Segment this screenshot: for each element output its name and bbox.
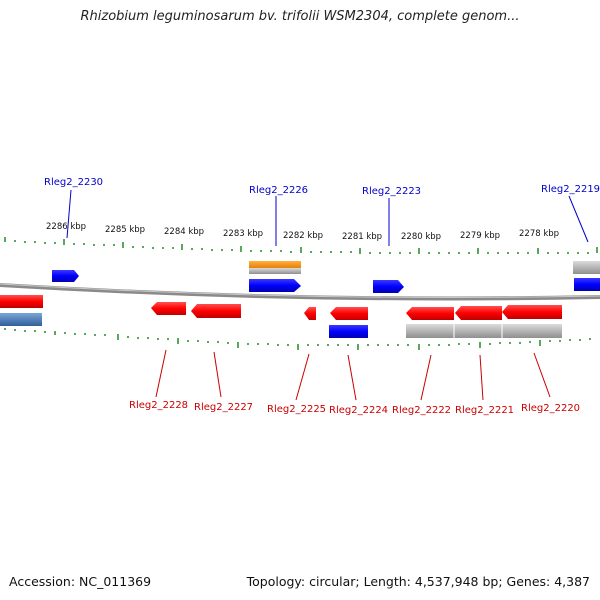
scale-label: 2285 kbp xyxy=(105,225,145,235)
gene-label-top[interactable]: Rleg2_2230 xyxy=(44,177,103,188)
scale-label: 2281 kbp xyxy=(342,232,382,242)
gene-label-bottom[interactable]: Rleg2_2220 xyxy=(521,403,580,414)
rna-gene-orange[interactable] xyxy=(249,261,301,269)
gene-rleg2-2228-reverse[interactable] xyxy=(151,302,186,315)
scale-label: 2283 kbp xyxy=(223,229,263,239)
tick-track-top xyxy=(4,237,598,254)
gene-label-bottom[interactable]: Rleg2_2227 xyxy=(194,402,253,413)
gene-rleg2-2224-reverse[interactable] xyxy=(330,307,368,320)
gene-label-bottom[interactable]: Rleg2_2221 xyxy=(455,405,514,416)
gene-label-bottom[interactable]: Rleg2_2225 xyxy=(267,404,326,415)
pseudo-gene-bottom[interactable] xyxy=(406,324,562,338)
gene-label-bottom[interactable]: Rleg2_2222 xyxy=(392,405,451,416)
gene-rleg2-2230-forward[interactable] xyxy=(52,270,79,282)
scale-label: 2286 kbp xyxy=(46,222,86,232)
leader-lines-bottom xyxy=(155,349,551,401)
scale-label: 2278 kbp xyxy=(519,229,559,239)
gene-rleg2-2221-reverse[interactable] xyxy=(455,306,502,320)
scale-label: 2280 kbp xyxy=(401,232,441,242)
gene-label-bottom[interactable]: Rleg2_2228 xyxy=(129,400,188,411)
gene-forward-bottom[interactable] xyxy=(329,325,368,338)
gene-reverse-left-edge[interactable] xyxy=(0,295,43,308)
gene-label-top[interactable]: Rleg2_2219 xyxy=(541,184,600,195)
leader-lines-top xyxy=(66,189,589,246)
pseudo-gene-top-a[interactable] xyxy=(249,268,301,274)
genome-summary-text: Topology: circular; Length: 4,537,948 bp… xyxy=(246,574,590,589)
scale-labels: 2286 kbp 2285 kbp 2284 kbp 2283 kbp 2282… xyxy=(46,222,559,242)
gene-rleg2-2223-forward[interactable] xyxy=(373,280,404,293)
scale-label: 2284 kbp xyxy=(164,227,204,237)
gene-rleg2-2220-reverse[interactable] xyxy=(502,305,562,319)
gene-label-top[interactable]: Rleg2_2226 xyxy=(249,185,308,196)
gene-rleg2-2222-reverse[interactable] xyxy=(406,307,454,320)
accession-text: Accession: NC_011369 xyxy=(9,574,152,589)
gene-steel-left-edge[interactable] xyxy=(0,313,42,326)
tick-track-bottom xyxy=(4,328,591,350)
scale-label: 2279 kbp xyxy=(460,231,500,241)
pseudo-gene-top-b[interactable] xyxy=(573,261,600,274)
genome-backbone-highlight xyxy=(0,283,600,298)
scale-label: 2282 kbp xyxy=(283,231,323,241)
gene-label-top[interactable]: Rleg2_2223 xyxy=(362,186,421,197)
gene-rleg2-2226-forward[interactable] xyxy=(249,279,301,292)
gene-label-bottom[interactable]: Rleg2_2224 xyxy=(329,405,388,416)
genome-title: Rhizobium leguminosarum bv. trifolii WSM… xyxy=(80,9,520,24)
gene-rleg2-2219-forward[interactable] xyxy=(574,278,600,291)
gene-rleg2-2225-reverse[interactable] xyxy=(304,307,316,320)
gene-rleg2-2227-reverse[interactable] xyxy=(191,304,241,318)
genome-backbone xyxy=(0,283,600,301)
